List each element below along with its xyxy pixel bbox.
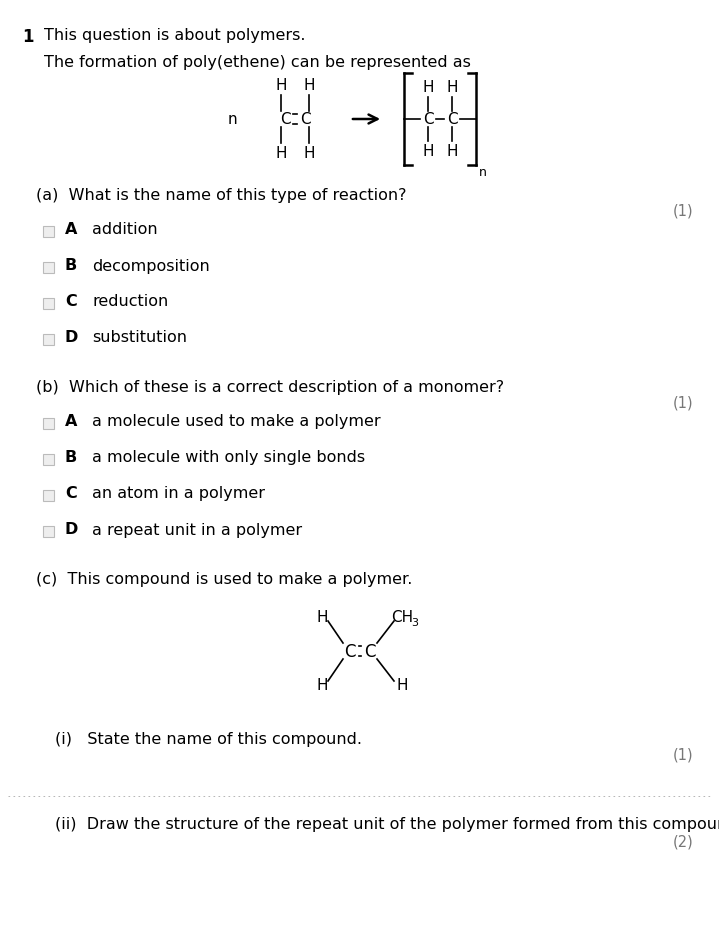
Text: CH: CH — [391, 610, 413, 625]
Text: B: B — [65, 259, 77, 273]
Text: substitution: substitution — [92, 330, 187, 345]
Text: C: C — [280, 112, 290, 127]
Text: (c)  This compound is used to make a polymer.: (c) This compound is used to make a poly… — [36, 571, 413, 587]
Text: A: A — [65, 414, 78, 429]
Text: H: H — [303, 146, 315, 161]
Text: (1): (1) — [672, 204, 693, 219]
Text: H: H — [422, 81, 434, 95]
Bar — [42, 226, 53, 237]
Text: H: H — [316, 610, 328, 625]
Text: 3: 3 — [411, 617, 418, 628]
Text: (1): (1) — [672, 396, 693, 411]
Text: C: C — [300, 112, 311, 127]
Text: This question is about polymers.: This question is about polymers. — [44, 28, 306, 43]
Text: (1): (1) — [672, 747, 693, 762]
Bar — [42, 262, 53, 273]
Text: H: H — [396, 678, 408, 692]
Text: (b)  Which of these is a correct description of a monomer?: (b) Which of these is a correct descript… — [36, 379, 504, 395]
Text: an atom in a polymer: an atom in a polymer — [92, 486, 265, 501]
Text: a molecule with only single bonds: a molecule with only single bonds — [92, 450, 365, 465]
Text: (2): (2) — [672, 834, 693, 849]
Text: C: C — [446, 112, 457, 127]
Text: H: H — [303, 79, 315, 94]
Text: a molecule used to make a polymer: a molecule used to make a polymer — [92, 414, 380, 429]
Text: (i)   State the name of this compound.: (i) State the name of this compound. — [55, 731, 362, 746]
Text: D: D — [65, 522, 78, 537]
Text: H: H — [275, 79, 287, 94]
Text: The formation of poly(ethene) can be represented as: The formation of poly(ethene) can be rep… — [44, 55, 471, 70]
Text: reduction: reduction — [92, 294, 168, 310]
Text: C: C — [423, 112, 434, 127]
Bar — [42, 454, 53, 465]
Text: H: H — [446, 145, 458, 159]
Text: B: B — [65, 450, 77, 465]
Text: C: C — [65, 486, 77, 501]
Bar — [42, 334, 53, 345]
Text: 1: 1 — [22, 28, 34, 46]
Text: D: D — [65, 330, 78, 345]
Text: C: C — [65, 294, 77, 310]
Text: H: H — [422, 145, 434, 159]
Text: decomposition: decomposition — [92, 259, 210, 273]
Text: C: C — [365, 642, 376, 660]
Text: a repeat unit in a polymer: a repeat unit in a polymer — [92, 522, 302, 537]
Text: addition: addition — [92, 222, 157, 237]
Text: (ii)  Draw the structure of the repeat unit of the polymer formed from this comp: (ii) Draw the structure of the repeat un… — [55, 816, 719, 832]
Text: H: H — [275, 146, 287, 161]
Bar — [42, 490, 53, 501]
Text: A: A — [65, 222, 78, 237]
Text: (a)  What is the name of this type of reaction?: (a) What is the name of this type of rea… — [36, 188, 406, 203]
Text: H: H — [316, 678, 328, 692]
Bar — [42, 298, 53, 310]
Text: n: n — [479, 166, 487, 179]
Bar — [42, 526, 53, 537]
Text: C: C — [344, 642, 356, 660]
Text: n: n — [227, 112, 237, 127]
Text: H: H — [446, 81, 458, 95]
Bar — [42, 418, 53, 429]
